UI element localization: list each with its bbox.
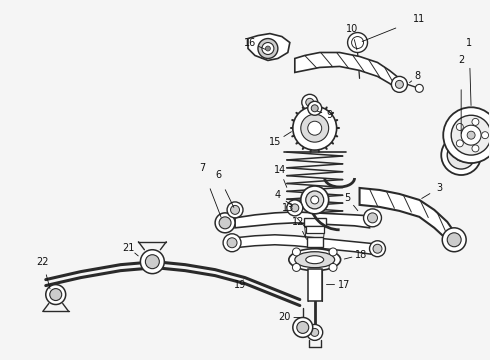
Circle shape [293,106,337,150]
Text: 18: 18 [355,250,368,260]
Polygon shape [360,188,454,248]
FancyBboxPatch shape [306,226,324,233]
Circle shape [46,285,66,305]
Text: 19: 19 [234,280,246,289]
Ellipse shape [295,252,335,268]
Polygon shape [235,212,369,228]
Circle shape [447,141,475,169]
Circle shape [311,196,319,204]
Circle shape [306,98,314,106]
Circle shape [416,84,423,92]
FancyBboxPatch shape [308,269,322,301]
Circle shape [308,121,322,135]
Circle shape [392,76,407,92]
Circle shape [291,204,299,212]
Circle shape [311,328,319,336]
Polygon shape [235,235,374,255]
Text: 14: 14 [274,165,286,175]
Circle shape [307,324,323,340]
Circle shape [227,238,237,248]
Circle shape [50,289,62,301]
Circle shape [146,255,159,269]
Circle shape [301,114,329,142]
Text: 16: 16 [244,37,256,48]
Circle shape [456,140,464,147]
Circle shape [461,125,481,145]
Ellipse shape [289,249,341,271]
Text: 22: 22 [37,257,49,267]
Circle shape [472,145,479,152]
Circle shape [297,321,309,333]
Circle shape [364,209,382,227]
Text: 7: 7 [199,163,205,173]
Circle shape [141,250,164,274]
Circle shape [219,217,231,229]
Circle shape [441,135,481,175]
Text: 1: 1 [466,37,472,48]
Text: 5: 5 [344,193,351,203]
Text: 15: 15 [269,137,281,147]
Circle shape [293,318,313,337]
Text: 21: 21 [122,243,135,253]
Circle shape [368,213,377,223]
Text: 4: 4 [275,190,281,200]
Text: 8: 8 [414,71,420,81]
FancyBboxPatch shape [307,237,323,247]
Circle shape [467,131,475,139]
Text: 9: 9 [327,110,333,120]
Circle shape [443,107,490,163]
Circle shape [302,94,318,110]
Circle shape [227,202,243,218]
Circle shape [308,101,322,115]
Text: 3: 3 [436,183,442,193]
Circle shape [231,206,240,214]
Circle shape [369,241,386,257]
Text: 10: 10 [345,24,358,33]
Circle shape [293,264,300,271]
Circle shape [258,39,278,58]
Circle shape [456,123,464,130]
Polygon shape [248,33,290,60]
Circle shape [442,228,466,252]
Circle shape [352,37,364,49]
FancyBboxPatch shape [304,218,326,226]
Text: 11: 11 [413,14,425,24]
Circle shape [347,32,368,53]
Polygon shape [295,53,399,90]
Circle shape [311,105,318,112]
Circle shape [482,132,489,139]
Circle shape [262,42,274,54]
Circle shape [223,234,241,252]
Circle shape [373,244,382,253]
Circle shape [447,233,461,247]
Circle shape [455,149,467,161]
Text: 13: 13 [282,203,294,213]
Circle shape [451,115,490,155]
Text: 12: 12 [292,217,304,227]
Ellipse shape [306,256,324,264]
Circle shape [329,248,337,256]
Circle shape [306,191,324,209]
Circle shape [472,118,479,125]
Circle shape [293,248,300,256]
Circle shape [395,80,403,88]
Circle shape [301,186,329,214]
Text: 17: 17 [339,280,351,289]
Text: 2: 2 [458,55,465,66]
Circle shape [266,46,270,51]
Circle shape [215,213,235,233]
Circle shape [287,200,303,216]
Text: 6: 6 [215,170,221,180]
Circle shape [329,264,337,271]
Text: 20: 20 [279,312,291,323]
